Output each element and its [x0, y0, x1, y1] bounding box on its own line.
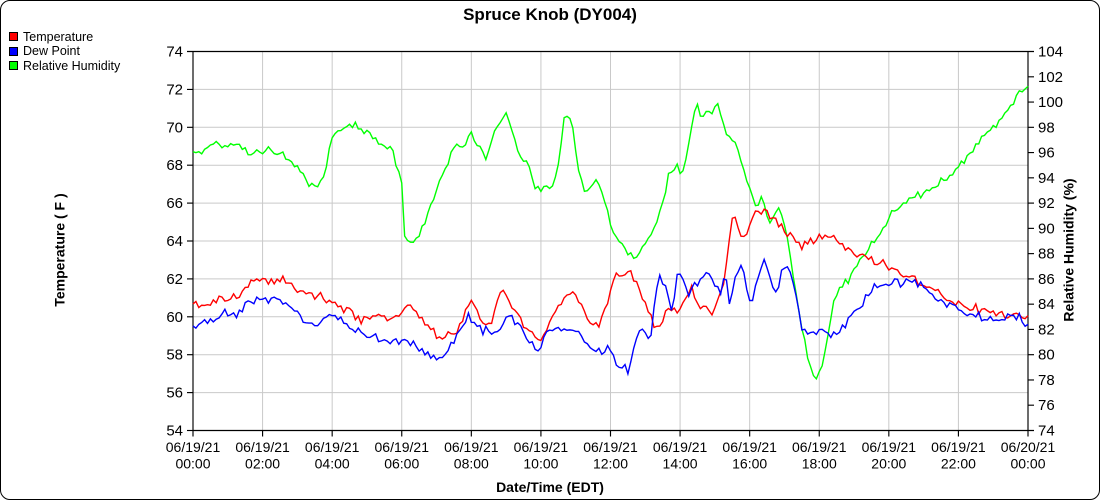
svg-text:06/20/21: 06/20/21: [1001, 439, 1056, 455]
svg-text:06/19/21: 06/19/21: [862, 439, 917, 455]
svg-text:72: 72: [166, 81, 183, 98]
svg-text:06/19/21: 06/19/21: [653, 439, 708, 455]
svg-text:06/19/21: 06/19/21: [235, 439, 290, 455]
svg-text:02:00: 02:00: [245, 456, 280, 472]
svg-text:16:00: 16:00: [732, 456, 767, 472]
svg-text:70: 70: [166, 119, 183, 136]
svg-text:98: 98: [1038, 119, 1055, 136]
svg-text:60: 60: [166, 309, 183, 326]
svg-text:06/19/21: 06/19/21: [305, 439, 360, 455]
svg-text:68: 68: [166, 157, 183, 174]
svg-text:06/19/21: 06/19/21: [722, 439, 777, 455]
svg-text:92: 92: [1038, 195, 1055, 212]
svg-text:00:00: 00:00: [175, 456, 210, 472]
svg-text:80: 80: [1038, 347, 1055, 364]
svg-text:08:00: 08:00: [454, 456, 489, 472]
svg-text:06/19/21: 06/19/21: [931, 439, 986, 455]
svg-text:14:00: 14:00: [663, 456, 698, 472]
svg-text:06/19/21: 06/19/21: [583, 439, 638, 455]
svg-text:74: 74: [166, 44, 183, 61]
svg-text:06:00: 06:00: [384, 456, 419, 472]
svg-text:06/19/21: 06/19/21: [792, 439, 847, 455]
svg-text:22:00: 22:00: [941, 456, 976, 472]
svg-text:20:00: 20:00: [871, 456, 906, 472]
svg-text:06/19/21: 06/19/21: [514, 439, 569, 455]
svg-text:94: 94: [1038, 170, 1055, 187]
svg-text:74: 74: [1038, 423, 1055, 440]
svg-text:102: 102: [1038, 69, 1063, 86]
svg-text:76: 76: [1038, 397, 1055, 414]
svg-text:78: 78: [1038, 372, 1055, 389]
svg-text:58: 58: [166, 347, 183, 364]
svg-text:88: 88: [1038, 246, 1055, 263]
svg-text:12:00: 12:00: [593, 456, 628, 472]
svg-text:00:00: 00:00: [1010, 456, 1045, 472]
svg-text:86: 86: [1038, 271, 1055, 288]
svg-text:90: 90: [1038, 220, 1055, 237]
svg-text:18:00: 18:00: [802, 456, 837, 472]
svg-text:56: 56: [166, 385, 183, 402]
svg-text:04:00: 04:00: [315, 456, 350, 472]
svg-text:104: 104: [1038, 44, 1063, 61]
svg-text:84: 84: [1038, 296, 1055, 313]
svg-text:82: 82: [1038, 321, 1055, 338]
svg-text:62: 62: [166, 271, 183, 288]
svg-text:64: 64: [166, 233, 183, 250]
svg-text:06/19/21: 06/19/21: [375, 439, 430, 455]
svg-text:66: 66: [166, 195, 183, 212]
svg-text:06/19/21: 06/19/21: [444, 439, 499, 455]
svg-text:54: 54: [166, 423, 183, 440]
svg-text:06/19/21: 06/19/21: [166, 439, 221, 455]
svg-text:100: 100: [1038, 94, 1063, 111]
svg-text:10:00: 10:00: [523, 456, 558, 472]
svg-text:96: 96: [1038, 145, 1055, 162]
